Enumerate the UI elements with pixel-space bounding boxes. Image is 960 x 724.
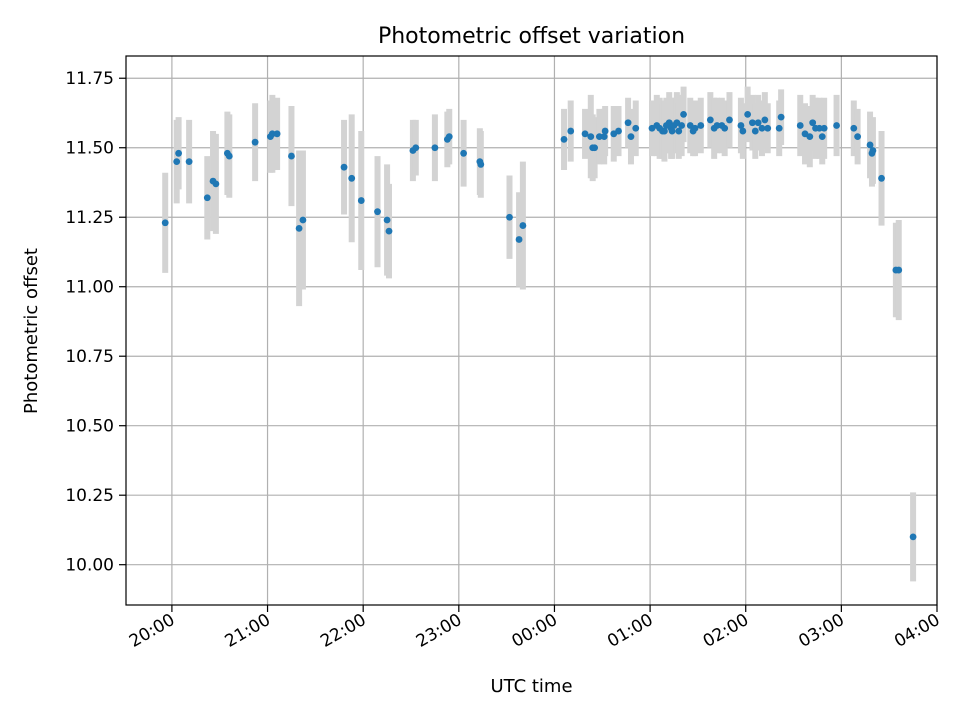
data-point — [295, 224, 303, 232]
data-point — [809, 119, 817, 127]
data-point — [288, 152, 295, 160]
data-point — [751, 127, 759, 135]
data-point — [600, 133, 608, 141]
data-point — [866, 141, 874, 149]
data-point — [374, 208, 381, 216]
data-point — [761, 116, 769, 124]
data-point — [777, 113, 785, 121]
data-point — [587, 133, 595, 141]
data-point — [706, 116, 714, 124]
data-point — [161, 219, 169, 227]
data-point — [627, 133, 635, 141]
data-point — [175, 149, 183, 157]
data-points — [161, 110, 917, 541]
data-point — [764, 124, 772, 132]
data-point — [632, 124, 640, 132]
data-point — [560, 135, 568, 143]
data-point — [225, 152, 233, 160]
data-point — [581, 130, 589, 138]
data-point — [726, 116, 733, 124]
data-point — [412, 144, 420, 152]
data-point — [515, 236, 523, 243]
data-point — [909, 533, 917, 541]
data-point — [519, 222, 527, 229]
data-point — [601, 127, 609, 135]
data-point — [691, 124, 699, 132]
data-point — [744, 110, 752, 118]
data-point — [591, 144, 599, 152]
data-point — [815, 124, 823, 132]
y-tick-label: 10.25 — [65, 486, 114, 506]
data-point — [203, 194, 211, 202]
data-point — [460, 149, 467, 157]
data-point — [477, 161, 485, 168]
data-point — [739, 127, 747, 135]
data-point — [661, 127, 668, 135]
data-point — [818, 133, 826, 141]
plot-frame — [125, 55, 938, 606]
data-point — [385, 227, 393, 235]
grid-lines — [126, 56, 938, 605]
data-point — [185, 158, 193, 166]
data-point — [806, 133, 814, 141]
data-point — [506, 213, 513, 221]
data-point — [273, 130, 281, 138]
data-point — [878, 174, 885, 182]
data-point — [737, 122, 745, 129]
y-tick-label: 11.00 — [65, 278, 114, 298]
y-tick-label: 10.50 — [65, 417, 114, 437]
data-point — [678, 122, 686, 129]
data-point — [895, 266, 903, 274]
data-point — [431, 144, 439, 152]
data-point — [596, 133, 603, 141]
data-point — [850, 124, 858, 132]
y-axis-label: Photometric offset — [21, 248, 42, 414]
data-point — [680, 110, 687, 118]
data-point — [869, 147, 877, 154]
data-point — [796, 122, 804, 129]
data-point — [212, 180, 220, 188]
data-point — [758, 124, 766, 132]
data-point — [445, 133, 453, 141]
data-point — [299, 216, 307, 224]
chart-title: Photometric offset variation — [378, 24, 685, 49]
y-tick-label: 10.75 — [65, 347, 114, 367]
data-point — [668, 127, 676, 135]
data-point — [383, 216, 391, 224]
y-tick-label: 11.25 — [65, 208, 114, 228]
data-point — [697, 122, 705, 129]
y-tick-label: 11.75 — [65, 69, 114, 89]
data-point — [820, 124, 828, 132]
data-point — [775, 124, 783, 132]
data-point — [713, 122, 721, 129]
data-point — [854, 133, 862, 141]
data-point — [348, 174, 356, 182]
x-axis-label: UTC time — [490, 676, 572, 697]
y-tick-label: 11.50 — [65, 139, 114, 159]
data-point — [340, 163, 348, 171]
data-point — [567, 127, 575, 135]
data-point — [675, 127, 683, 135]
data-point — [357, 197, 365, 204]
y-axis-ticks: 10.00 10.25 10.50 10.75 11.00 11.25 11.50 11.75 — [65, 69, 126, 576]
y-tick-label: 10.00 — [65, 556, 114, 576]
data-point — [833, 122, 840, 129]
data-point — [721, 124, 729, 132]
data-point — [749, 119, 756, 127]
data-point — [754, 119, 762, 127]
data-point — [624, 119, 632, 127]
data-point — [251, 138, 259, 146]
data-point — [615, 127, 622, 135]
data-point — [268, 130, 276, 138]
data-point — [173, 158, 181, 166]
